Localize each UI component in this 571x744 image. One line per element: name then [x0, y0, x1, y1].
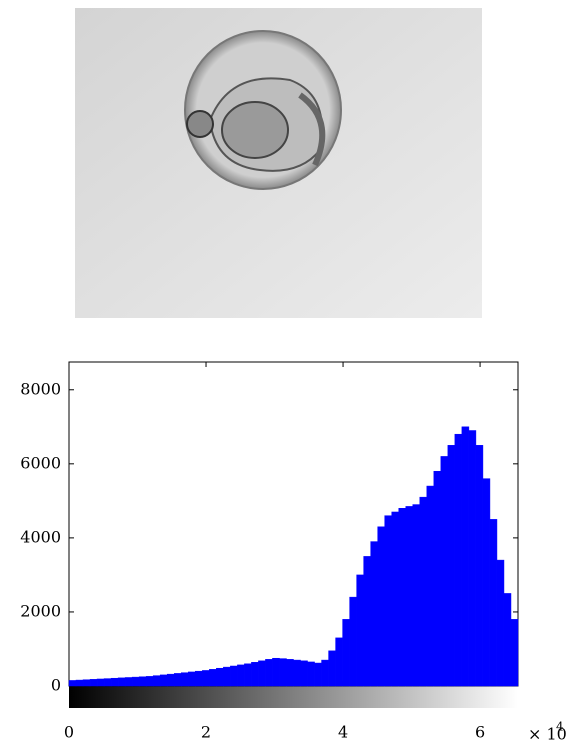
bar [503, 593, 512, 687]
bar [68, 680, 77, 687]
bar [209, 669, 217, 687]
bar [314, 662, 322, 687]
x-tick-label: 6 [475, 723, 485, 742]
bar [489, 519, 498, 687]
bar [279, 658, 287, 687]
x-tick-label: 4 [338, 723, 348, 742]
bar [482, 478, 491, 687]
bar [173, 673, 182, 687]
bar [138, 676, 147, 687]
bar [454, 433, 463, 687]
bar [349, 596, 357, 687]
bar [356, 574, 364, 687]
y-tick-label: 4000 [20, 527, 61, 546]
bar [370, 541, 378, 687]
y-tick-label: 0 [51, 676, 61, 695]
bar [103, 678, 112, 687]
bar [216, 667, 224, 687]
bar [475, 445, 484, 687]
bar [131, 676, 140, 687]
bar [96, 678, 105, 687]
bar [251, 662, 259, 687]
bar [152, 675, 161, 687]
bar [75, 679, 84, 687]
bar [300, 660, 308, 687]
bar [468, 430, 477, 687]
bar [195, 670, 203, 687]
bar [272, 657, 280, 687]
bar [181, 672, 189, 687]
bar [258, 660, 266, 687]
x-tick-label: 2 [201, 723, 211, 742]
bar [440, 456, 449, 687]
colorbar [69, 686, 518, 708]
bar [377, 526, 385, 687]
bar [447, 445, 456, 687]
bar [405, 506, 414, 687]
bar [398, 508, 406, 687]
bar [89, 679, 98, 687]
bar [321, 659, 329, 687]
bar [384, 515, 392, 687]
microscope-image [75, 8, 482, 318]
bar [461, 426, 470, 687]
bar [82, 679, 91, 687]
x-scale-exponent: 4 [556, 720, 564, 734]
y-tick-label: 8000 [20, 379, 61, 398]
bar [496, 559, 505, 687]
bar [426, 485, 435, 687]
bar [510, 619, 519, 687]
bar [307, 661, 315, 687]
bar [159, 674, 168, 687]
bar [188, 671, 196, 687]
y-tick-label: 2000 [20, 601, 61, 620]
bar [166, 673, 175, 687]
bar [145, 676, 154, 687]
bar [110, 677, 119, 687]
bar [412, 504, 421, 687]
bar [433, 470, 442, 687]
bar [244, 663, 252, 687]
x-tick-label: 0 [64, 723, 74, 742]
bar [286, 659, 294, 687]
bar [237, 664, 245, 687]
bar [293, 659, 301, 687]
bar [335, 637, 343, 687]
y-tick-label: 6000 [20, 453, 61, 472]
bar [342, 619, 350, 687]
bar [419, 496, 428, 687]
bar [223, 666, 231, 687]
x-scale-label: × 10 [528, 725, 567, 744]
bar [363, 556, 371, 687]
bar [265, 659, 273, 687]
bar [328, 650, 336, 687]
bar [124, 677, 133, 687]
bar [230, 665, 238, 687]
bar [202, 670, 210, 687]
bar [391, 511, 399, 687]
bar [117, 677, 126, 687]
